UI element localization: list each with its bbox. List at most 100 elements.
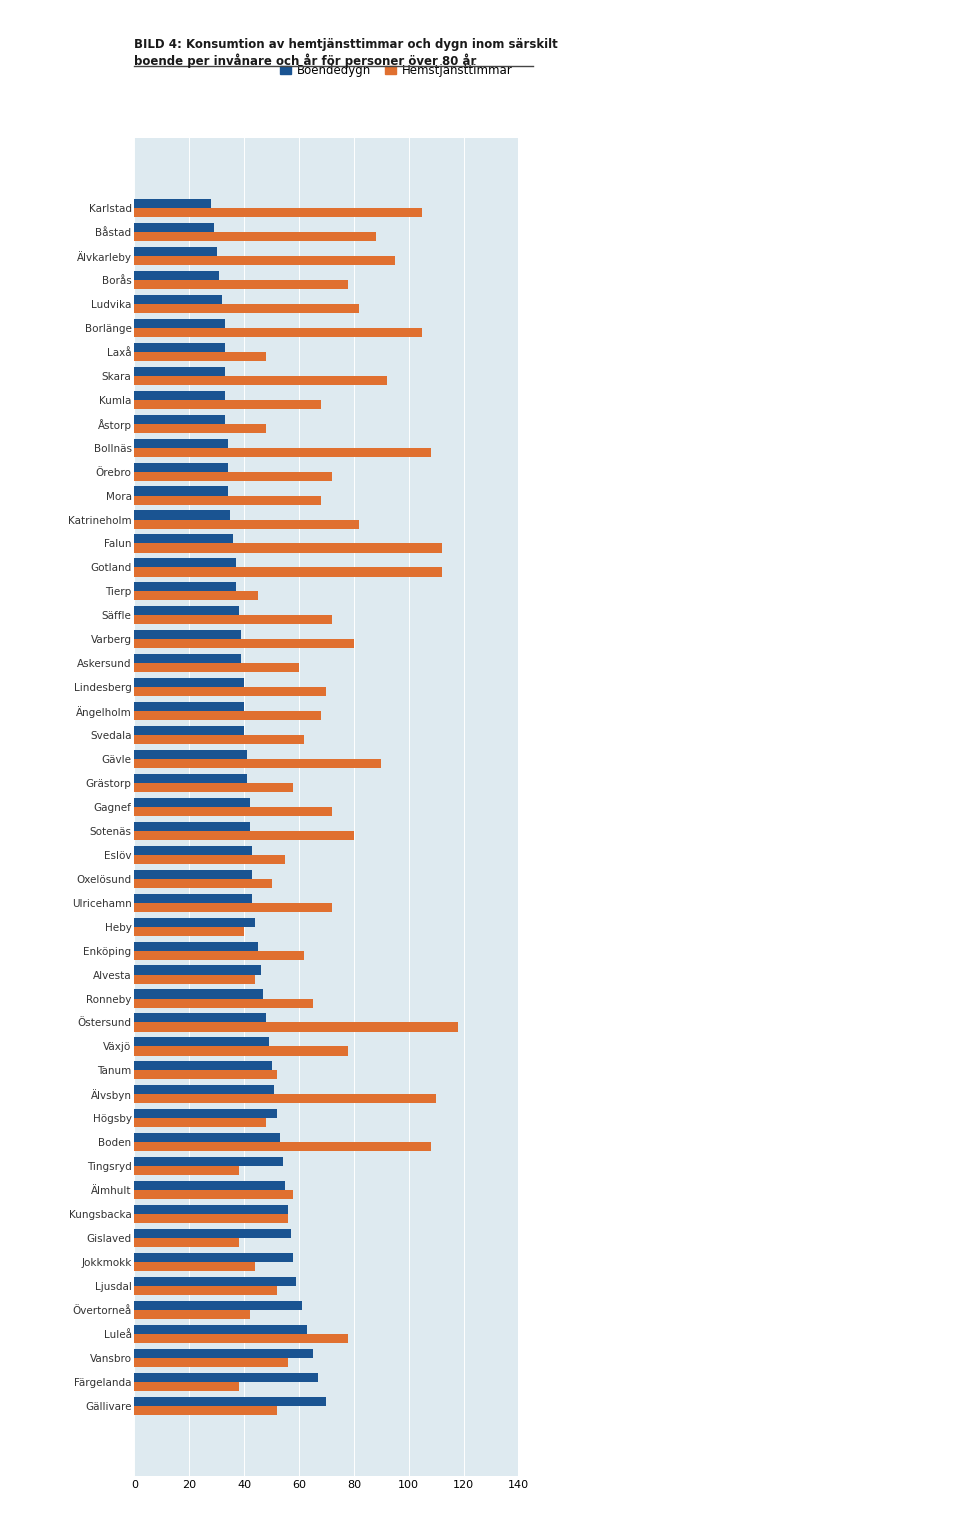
- Bar: [134, 1061, 272, 1070]
- Bar: [134, 918, 255, 927]
- Bar: [134, 535, 233, 544]
- Bar: [134, 447, 431, 456]
- Bar: [134, 257, 395, 266]
- Bar: [134, 1373, 318, 1382]
- Bar: [134, 247, 217, 257]
- Bar: [134, 510, 230, 520]
- Bar: [134, 702, 244, 712]
- Bar: [134, 207, 422, 217]
- Bar: [134, 1085, 275, 1094]
- Bar: [134, 1190, 294, 1199]
- Bar: [134, 902, 332, 911]
- Bar: [134, 1157, 282, 1167]
- Bar: [134, 950, 304, 959]
- Bar: [134, 942, 258, 950]
- Text: BILD 4: Konsumtion av hemtjänsttimmar och dygn inom särskilt: BILD 4: Konsumtion av hemtjänsttimmar oc…: [134, 38, 558, 51]
- Bar: [134, 1406, 277, 1414]
- Bar: [134, 832, 354, 841]
- Bar: [134, 687, 326, 696]
- Bar: [134, 893, 252, 902]
- Bar: [134, 1119, 266, 1127]
- Bar: [134, 999, 313, 1008]
- Bar: [134, 759, 381, 768]
- Bar: [134, 520, 359, 529]
- Bar: [134, 664, 299, 672]
- Bar: [134, 327, 422, 337]
- Bar: [134, 200, 211, 207]
- Bar: [134, 583, 236, 592]
- Bar: [134, 424, 266, 433]
- Bar: [134, 271, 220, 280]
- Bar: [134, 1230, 291, 1237]
- Bar: [134, 295, 222, 304]
- Bar: [134, 1133, 279, 1142]
- Bar: [134, 318, 225, 327]
- Bar: [134, 1253, 294, 1262]
- Bar: [134, 1167, 239, 1176]
- Bar: [134, 1013, 266, 1022]
- Bar: [134, 965, 260, 974]
- Bar: [134, 639, 354, 649]
- Bar: [134, 1110, 277, 1119]
- Bar: [134, 438, 228, 447]
- Bar: [134, 974, 255, 984]
- Bar: [134, 1382, 239, 1391]
- Bar: [134, 1334, 348, 1343]
- Bar: [134, 807, 332, 816]
- Bar: [134, 1070, 277, 1079]
- Text: boende per invånare och år för personer över 80 år: boende per invånare och år för personer …: [134, 54, 477, 68]
- Bar: [134, 712, 321, 721]
- Bar: [134, 304, 359, 314]
- Bar: [134, 1348, 313, 1357]
- Bar: [134, 377, 387, 384]
- Bar: [134, 415, 225, 424]
- Bar: [134, 1047, 348, 1056]
- Bar: [134, 400, 321, 409]
- Bar: [134, 782, 294, 792]
- Bar: [134, 343, 225, 352]
- Bar: [134, 822, 250, 832]
- Bar: [134, 487, 228, 495]
- Bar: [134, 990, 263, 999]
- Bar: [134, 798, 250, 807]
- Bar: [134, 567, 442, 576]
- Bar: [134, 678, 244, 687]
- Bar: [134, 544, 442, 553]
- Bar: [134, 1310, 250, 1319]
- Bar: [134, 1357, 288, 1366]
- Bar: [134, 845, 252, 855]
- Bar: [134, 280, 348, 289]
- Bar: [134, 1325, 307, 1334]
- Bar: [134, 879, 272, 888]
- Bar: [134, 750, 247, 759]
- Bar: [134, 855, 285, 864]
- Bar: [134, 1022, 458, 1031]
- Bar: [134, 1277, 297, 1286]
- Bar: [134, 367, 225, 377]
- Bar: [134, 655, 241, 664]
- Bar: [134, 472, 332, 481]
- Bar: [134, 463, 228, 472]
- Legend: Boendedygn, Hemstjänsttimmar: Boendedygn, Hemstjänsttimmar: [280, 65, 513, 77]
- Bar: [134, 927, 244, 936]
- Bar: [134, 223, 214, 232]
- Bar: [134, 773, 247, 782]
- Bar: [134, 352, 266, 361]
- Bar: [134, 725, 244, 735]
- Bar: [134, 630, 241, 639]
- Bar: [134, 558, 236, 567]
- Bar: [134, 1397, 326, 1406]
- Bar: [134, 1180, 285, 1190]
- Bar: [134, 495, 321, 504]
- Bar: [134, 1214, 288, 1223]
- Bar: [134, 1286, 277, 1296]
- Bar: [134, 1205, 288, 1214]
- Bar: [134, 1094, 436, 1104]
- Bar: [134, 1037, 269, 1047]
- Bar: [134, 870, 252, 879]
- Bar: [134, 1300, 301, 1310]
- Bar: [134, 1262, 255, 1271]
- Bar: [134, 232, 375, 241]
- Bar: [134, 735, 304, 744]
- Bar: [134, 1142, 431, 1151]
